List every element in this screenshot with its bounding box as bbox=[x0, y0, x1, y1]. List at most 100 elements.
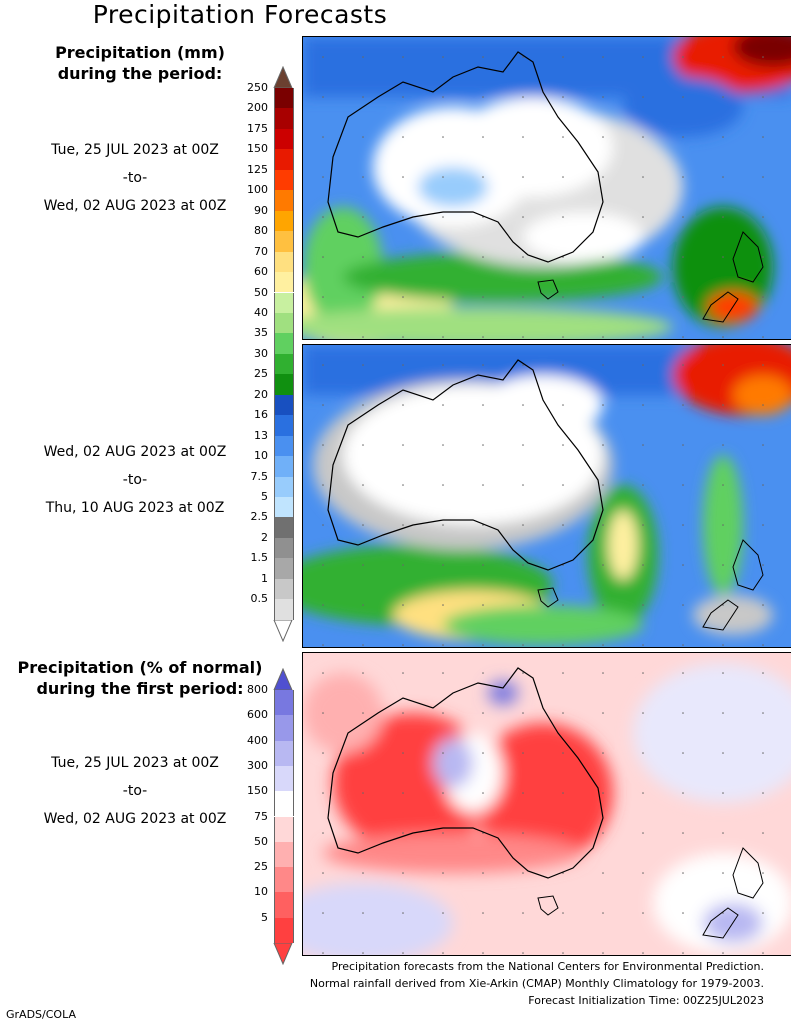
legend_pct-level-label: 150 bbox=[247, 784, 268, 798]
legend_mm-swatch bbox=[274, 415, 294, 436]
legend_pct-swatch bbox=[274, 740, 294, 766]
legend_pct-swatch bbox=[274, 867, 294, 893]
legend_mm-swatch bbox=[274, 374, 294, 395]
legend_mm-level-label: 40 bbox=[254, 305, 268, 319]
footer-line1: Precipitation forecasts from the Nationa… bbox=[331, 960, 765, 973]
legend_mm-swatch bbox=[274, 537, 294, 559]
legend_pct-level-label: 50 bbox=[254, 834, 268, 848]
legend_pct-swatch bbox=[274, 816, 294, 842]
legend_mm-level-label: 1.5 bbox=[250, 551, 269, 565]
legend_pct-swatch bbox=[274, 892, 294, 918]
legend_mm-level-label: 16 bbox=[254, 408, 268, 422]
legend_mm-swatch bbox=[274, 190, 294, 211]
map-period2 bbox=[303, 345, 791, 647]
legend_mm-swatch bbox=[274, 517, 294, 538]
legend_mm-level-label: 70 bbox=[254, 244, 268, 258]
legend_mm-swatch bbox=[274, 108, 294, 129]
period2-sep: -to- bbox=[122, 472, 148, 488]
period1-start: Tue, 25 JUL 2023 at 00Z bbox=[51, 142, 219, 158]
legend_pct-top-cap bbox=[273, 668, 293, 690]
legend_mm-swatch bbox=[274, 578, 294, 600]
period1-end: Wed, 02 AUG 2023 at 00Z bbox=[43, 198, 227, 214]
legend_pct-swatch bbox=[274, 791, 294, 817]
period2-start: Wed, 02 AUG 2023 at 00Z bbox=[43, 444, 227, 460]
pct-heading-line1: Precipitation (% of normal) bbox=[17, 658, 263, 677]
legend_mm-swatch bbox=[274, 333, 294, 354]
legend_mm-level-label: 2 bbox=[261, 530, 268, 544]
legend_mm-swatch bbox=[274, 128, 294, 150]
legend_mm-level-label: 125 bbox=[247, 162, 268, 176]
legend_mm-swatch bbox=[274, 599, 294, 620]
legend_mm-swatch bbox=[274, 558, 294, 579]
legend_pct-swatch bbox=[274, 841, 294, 868]
legend_mm-swatch bbox=[274, 435, 294, 457]
legend_pct-level-label: 300 bbox=[247, 758, 268, 772]
legend_pct-swatch bbox=[274, 917, 294, 943]
legend_pct-level-label: 600 bbox=[247, 708, 268, 722]
map-percent-normal bbox=[303, 653, 791, 955]
legend_mm-level-label: 50 bbox=[254, 285, 268, 299]
legend_mm-swatch bbox=[274, 312, 294, 334]
legend_mm-level-label: 10 bbox=[254, 449, 268, 463]
period3-end: Wed, 02 AUG 2023 at 00Z bbox=[43, 811, 227, 827]
legend_mm-swatch bbox=[274, 476, 294, 497]
period3-sep: -to- bbox=[122, 783, 148, 799]
legend_pct-level-label: 25 bbox=[254, 860, 268, 874]
period2-end: Thu, 10 AUG 2023 at 00Z bbox=[45, 500, 225, 516]
legend_mm-swatch bbox=[274, 169, 294, 191]
legend_pct-level-label: 5 bbox=[261, 910, 268, 924]
legend_mm-top-cap bbox=[273, 66, 293, 88]
map-panel-percent-normal bbox=[302, 652, 791, 956]
legend_mm-level-label: 13 bbox=[254, 428, 268, 442]
legend_pct-swatch bbox=[274, 765, 294, 792]
legend_mm-level-label: 1 bbox=[261, 571, 268, 585]
legend_mm-level-label: 25 bbox=[254, 367, 268, 381]
legend_pct-bottom-cap bbox=[273, 943, 293, 965]
legend_mm-swatch bbox=[274, 497, 294, 518]
legend_mm-level-label: 100 bbox=[247, 183, 268, 197]
map-panel-period1 bbox=[302, 36, 791, 340]
legend_mm-bottom-cap bbox=[273, 619, 293, 642]
legend_mm-swatch bbox=[274, 272, 294, 293]
legend_mm-swatch bbox=[274, 353, 294, 375]
legend_mm-level-label: 35 bbox=[254, 326, 268, 340]
legend_mm-swatch bbox=[274, 251, 294, 273]
period3-start: Tue, 25 JUL 2023 at 00Z bbox=[51, 755, 219, 771]
footer-line2: Normal rainfall derived from Xie-Arkin (… bbox=[309, 977, 764, 990]
legend_mm-swatch bbox=[274, 456, 294, 477]
legend_mm-level-label: 20 bbox=[254, 387, 268, 401]
legend_mm-swatch bbox=[274, 149, 294, 170]
pct-legend-heading: Precipitation (% of normal) during the f… bbox=[10, 657, 270, 699]
legend_mm-level-label: 30 bbox=[254, 346, 268, 360]
credit-label: GrADS/COLA bbox=[6, 1008, 76, 1021]
legend_mm-level-label: 250 bbox=[247, 81, 268, 94]
mm-heading-line1: Precipitation (mm) bbox=[55, 43, 225, 62]
legend_mm-level-label: 0.5 bbox=[250, 592, 269, 606]
legend_mm-level-label: 7.5 bbox=[250, 469, 269, 483]
period1-sep: -to- bbox=[122, 170, 148, 186]
map-panel-period2 bbox=[302, 344, 791, 648]
legend_mm-swatch bbox=[274, 231, 294, 252]
legend_mm-swatch bbox=[274, 292, 294, 313]
legend_mm-level-label: 60 bbox=[254, 265, 268, 279]
page-title: Precipitation Forecasts bbox=[92, 0, 388, 29]
legend_pct-level-label: 10 bbox=[254, 885, 268, 899]
legend_mm-level-label: 5 bbox=[261, 490, 268, 503]
legend_mm-level-label: 175 bbox=[247, 121, 268, 135]
legend_pct-level-label: 400 bbox=[247, 733, 268, 747]
legend_pct-level-label: 800 bbox=[247, 683, 268, 696]
mm-legend-heading: Precipitation (mm) during the period: bbox=[20, 42, 260, 84]
legend_mm-level-label: 150 bbox=[247, 142, 268, 156]
map-period1 bbox=[303, 37, 791, 339]
legend_mm-level-label: 80 bbox=[254, 224, 268, 238]
legend_pct-swatch bbox=[274, 715, 294, 741]
legend_mm-swatch bbox=[274, 210, 294, 232]
legend_mm-level-label: 200 bbox=[247, 101, 268, 115]
legend_mm-level-label: 2.5 bbox=[250, 510, 269, 524]
legend_mm-swatch bbox=[274, 88, 294, 109]
footer-line3: Forecast Initialization Time: 00Z25JUL20… bbox=[528, 994, 764, 1007]
legend_mm-swatch bbox=[274, 394, 294, 416]
pct-heading-line2: during the first period: bbox=[36, 679, 244, 698]
mm-heading-line2: during the period: bbox=[57, 64, 223, 83]
legend_mm-level-label: 90 bbox=[254, 203, 268, 217]
